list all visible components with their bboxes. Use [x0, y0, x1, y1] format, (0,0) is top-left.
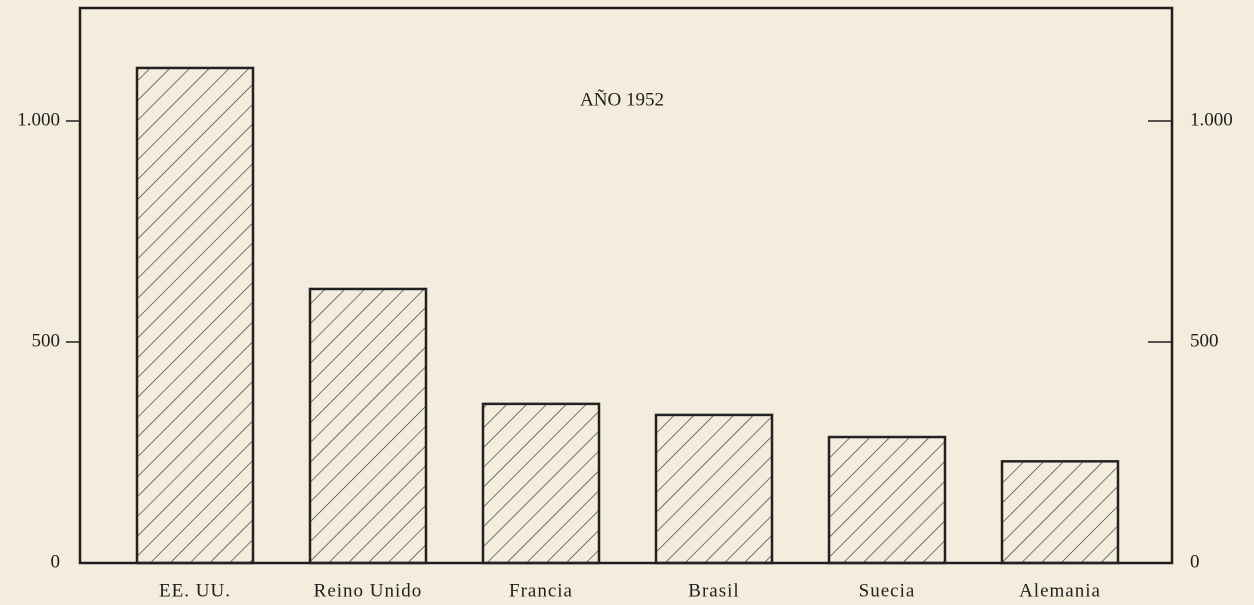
y-tick-label: 500: [32, 330, 61, 351]
plot-frame: [78, 6, 1174, 565]
y2-tick-label: 500: [1190, 330, 1219, 351]
bar: [827, 435, 947, 565]
y-tick-label: 1.000: [17, 109, 60, 130]
chart-title: AÑO 1952: [580, 88, 664, 110]
bar: [654, 413, 774, 565]
bar: [135, 66, 255, 565]
y2-tick-label: 1.000: [1190, 109, 1233, 130]
bar: [308, 287, 428, 565]
x-tick-label: Suecia: [859, 580, 916, 601]
bar: [481, 402, 601, 565]
bar: [1000, 460, 1120, 565]
x-tick-label: Reino Unido: [314, 580, 423, 601]
y2-tick-label: 0: [1190, 551, 1200, 572]
x-tick-label: Brasil: [688, 580, 739, 601]
y-tick-label: 0: [51, 551, 61, 572]
x-tick-label: Alemania: [1019, 580, 1101, 601]
x-tick-label: Francia: [509, 580, 573, 601]
x-tick-label: EE. UU.: [159, 580, 231, 601]
